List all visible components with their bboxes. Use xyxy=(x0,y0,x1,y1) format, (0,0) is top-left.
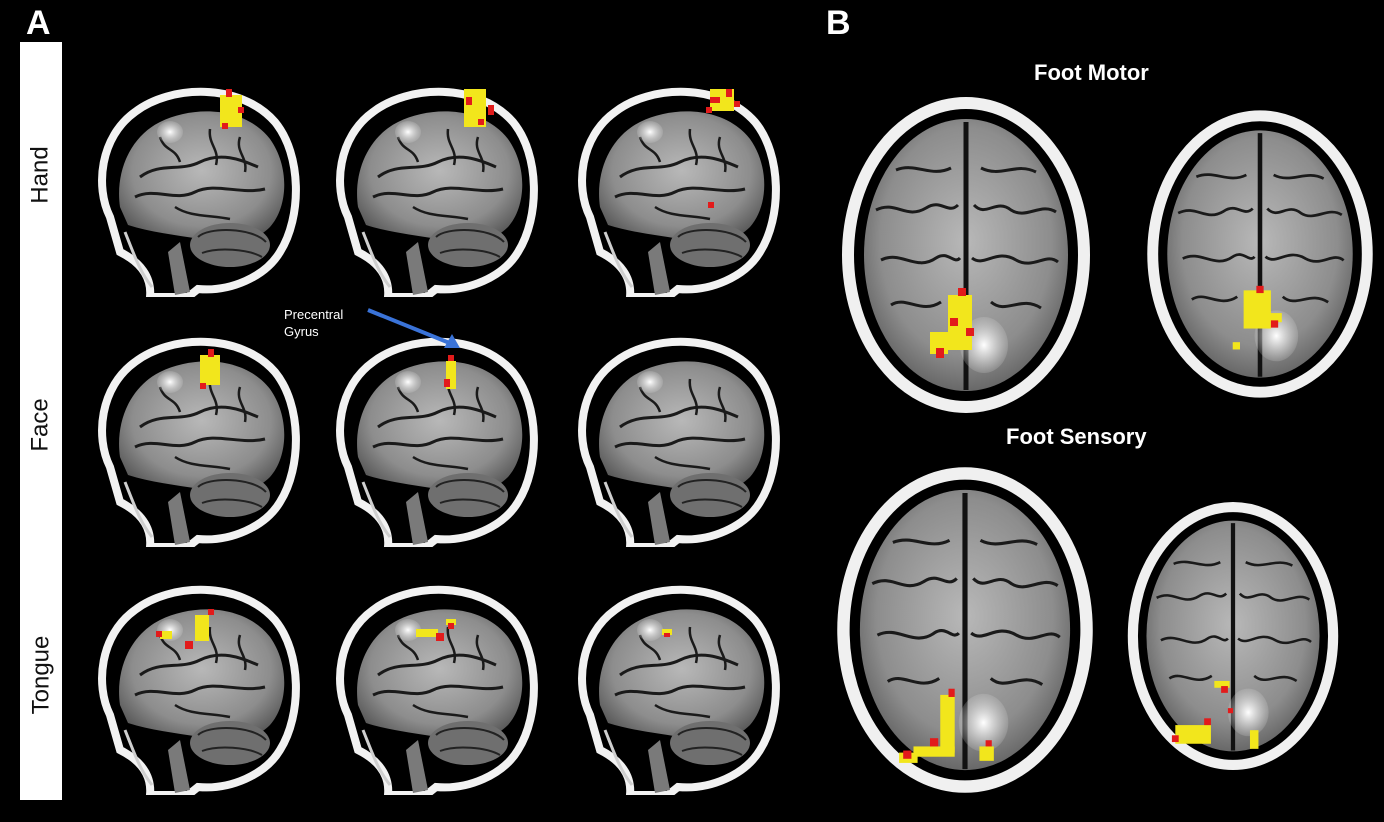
activation-cluster xyxy=(706,89,740,208)
activation-cluster xyxy=(156,609,214,649)
sagittal-scan xyxy=(80,312,310,552)
activation-cluster xyxy=(899,688,994,763)
sagittal-scan xyxy=(80,560,310,800)
row-label-tongue: Tongue xyxy=(27,635,54,715)
row-label-face: Face xyxy=(27,398,55,452)
sagittal-scan xyxy=(560,312,790,552)
axial-scan xyxy=(826,90,1106,420)
arrow-icon xyxy=(367,308,460,348)
axial-scan xyxy=(1116,496,1350,776)
row-label-strip xyxy=(20,42,62,800)
precentral-gyrus-label: Precentral Gyrus xyxy=(284,307,344,339)
sagittal-scan xyxy=(318,560,548,800)
activation-cluster xyxy=(444,355,456,389)
activation-cluster xyxy=(662,629,672,637)
sagittal-scan xyxy=(80,62,310,302)
axial-scan xyxy=(822,460,1108,800)
activation-cluster xyxy=(1171,680,1259,749)
foot-motor-title: Foot Motor xyxy=(1034,60,1149,85)
activation-cluster xyxy=(416,619,456,641)
activation-cluster xyxy=(1232,285,1282,350)
activation-cluster xyxy=(200,349,220,389)
sagittal-scan xyxy=(560,62,790,302)
sagittal-scan xyxy=(318,62,548,302)
sagittal-scan xyxy=(318,312,548,552)
panel-b-label: B xyxy=(826,4,851,42)
activation-cluster xyxy=(464,89,494,127)
axial-scan xyxy=(1140,104,1380,404)
row-label-hand: Hand xyxy=(27,146,54,204)
activation-cluster xyxy=(220,89,244,129)
activation-cluster xyxy=(930,288,974,358)
panel-a-label: A xyxy=(26,4,51,42)
foot-sensory-title: Foot Sensory xyxy=(1006,424,1147,449)
sagittal-scan xyxy=(560,560,790,800)
